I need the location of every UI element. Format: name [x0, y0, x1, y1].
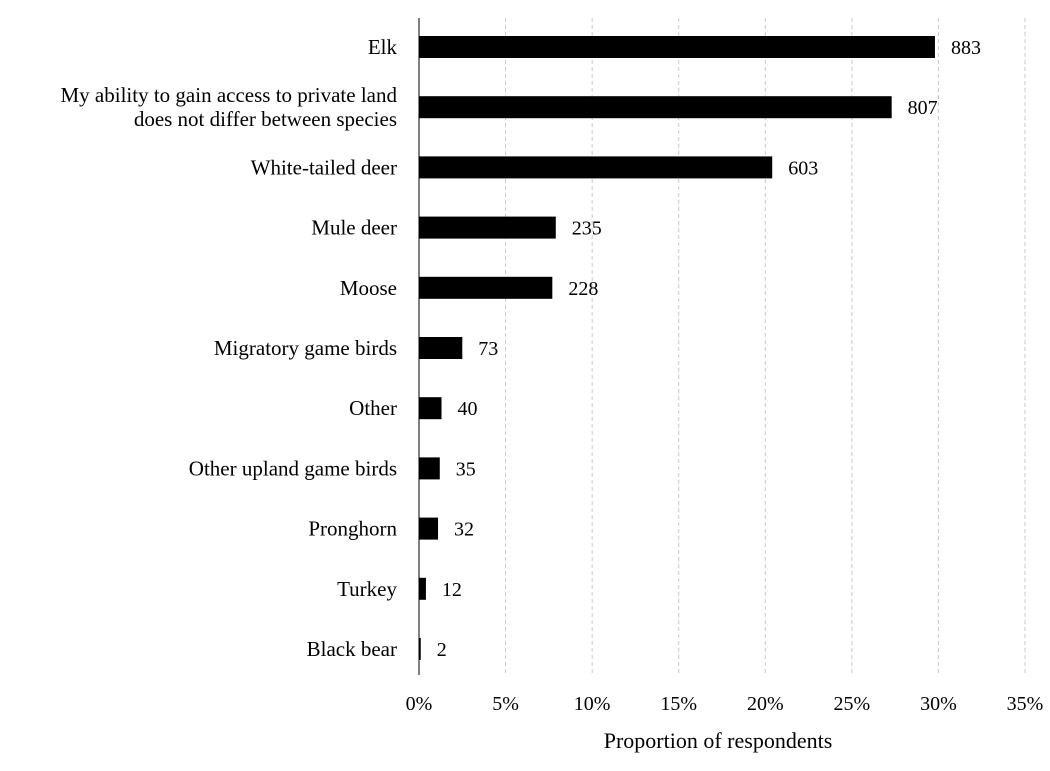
data-label: 32	[454, 519, 474, 541]
category-label-line: Migratory game birds	[214, 336, 397, 360]
data-label: 883	[951, 37, 981, 59]
category-label: Elk	[368, 35, 398, 59]
data-label: 228	[568, 278, 598, 300]
x-tick-labels: 0% 5% 10% 15% 20% 25% 30% 35%	[406, 693, 1044, 715]
x-tick-label: 5%	[492, 693, 519, 715]
bar	[419, 156, 773, 179]
category-label-line: Moose	[340, 276, 397, 300]
x-tick-label: 0%	[406, 693, 433, 715]
category-label-line: My ability to gain access to private lan…	[61, 83, 398, 107]
category-label-line: Black bear	[307, 637, 397, 661]
data-label: 40	[458, 398, 478, 420]
bar	[419, 216, 556, 239]
category-label-line: does not differ between species	[134, 107, 397, 131]
bar	[419, 577, 426, 600]
category-label: Black bear	[307, 637, 397, 661]
category-label: Other upland game birds	[189, 456, 397, 480]
bar	[419, 337, 463, 359]
bar	[419, 276, 553, 299]
bar	[419, 397, 442, 420]
data-label: 807	[908, 97, 938, 119]
category-label-line: Elk	[368, 35, 398, 59]
data-label: 235	[572, 218, 602, 240]
category-label-line: Other	[349, 396, 397, 420]
bar	[419, 638, 421, 660]
x-tick-label: 20%	[747, 693, 784, 715]
category-label-line: White-tailed deer	[251, 155, 397, 179]
category-label: White-tailed deer	[251, 155, 397, 179]
category-label: Pronghorn	[308, 517, 397, 541]
bars	[419, 36, 935, 660]
value-labels: 883 807 603 235 228 73 40 35 32 12 2	[437, 37, 981, 661]
data-label: 12	[442, 579, 462, 601]
x-axis-title: Proportion of respondents	[604, 728, 833, 753]
data-label: 73	[478, 338, 498, 360]
category-labels: Elk My ability to gain access to private …	[61, 35, 398, 661]
category-label: Migratory game birds	[214, 336, 397, 360]
x-tick-label: 10%	[574, 693, 611, 715]
x-tick-label: 35%	[1007, 693, 1044, 715]
category-label: Other	[349, 396, 397, 420]
bar	[419, 96, 892, 119]
x-tick-label: 30%	[920, 693, 957, 715]
bar	[419, 36, 935, 58]
x-tick-label: 15%	[660, 693, 697, 715]
category-label: My ability to gain access to private lan…	[61, 83, 398, 131]
data-label: 35	[456, 458, 476, 480]
data-label: 603	[788, 157, 818, 179]
category-label-line: Turkey	[337, 577, 397, 601]
x-tick-label: 25%	[834, 693, 871, 715]
category-label: Mule deer	[311, 216, 397, 240]
category-label-line: Mule deer	[311, 216, 397, 240]
category-label-line: Other upland game birds	[189, 456, 397, 480]
category-label: Turkey	[337, 577, 397, 601]
bar	[419, 457, 440, 480]
category-label: Moose	[340, 276, 397, 300]
data-label: 2	[437, 639, 447, 661]
category-label-line: Pronghorn	[308, 517, 397, 541]
bar	[419, 517, 439, 540]
